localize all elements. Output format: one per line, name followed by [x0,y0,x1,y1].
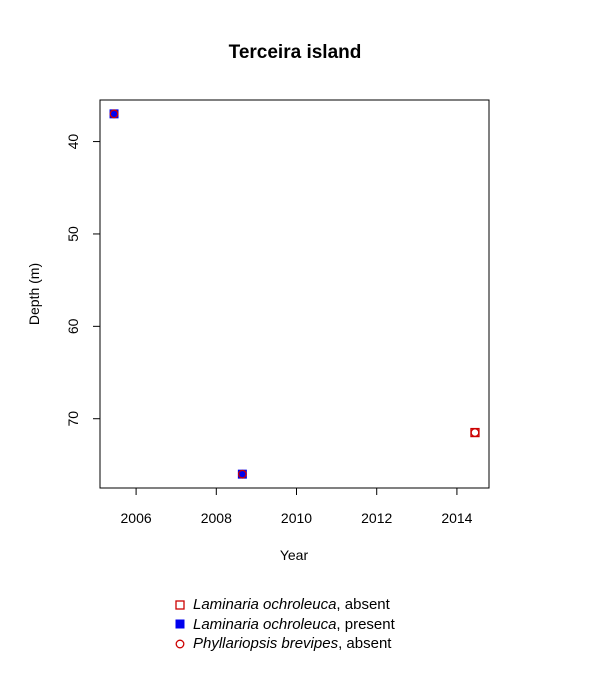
y-tick-label: 40 [65,134,81,150]
filled-square-marker-icon [174,618,186,630]
legend-species: Laminaria ochroleuca [193,615,337,633]
open-square-marker-icon [174,599,186,611]
legend-species: Phyllariopsis brevipes [193,635,339,652]
legend: Laminaria ochroleuca, absent Laminaria o… [174,595,395,654]
legend-species: Laminaria ochroleuca [193,596,337,613]
legend-status: , present [336,615,395,633]
legend-status: , absent [338,635,392,652]
x-tick-label: 2006 [121,510,152,526]
y-tick-label: 50 [65,226,81,242]
data-point-pb_absent [109,109,119,119]
y-tick-label: 70 [65,411,81,427]
plot-frame [99,99,490,489]
legend-entry-lo-present: Laminaria ochroleuca, present [174,615,395,635]
data-point-pb_absent [237,469,247,479]
x-tick-label: 2008 [201,510,232,526]
scatter-chart: Terceira island 2006 2008 2010 2012 2014 40 5… [26,42,490,563]
legend-entry-pb-absent: Phyllariopsis brevipes, absent [174,634,395,654]
data-points [109,109,480,479]
x-tick-label: 2014 [441,510,472,526]
x-tick-label: 2012 [361,510,392,526]
legend-status: , absent [336,596,390,613]
chart-title: Terceira island [229,42,362,63]
y-tick-label: 60 [65,318,81,334]
x-axis: 2006 2008 2010 2012 2014 [121,487,473,526]
x-axis-label: Year [280,547,309,563]
data-point-pb_absent [470,428,480,438]
y-axis-label: Depth (m) [26,263,42,325]
x-tick-label: 2010 [281,510,312,526]
y-axis: 40 50 60 70 [65,134,101,427]
legend-entry-lo-absent: Laminaria ochroleuca, absent [174,595,395,615]
open-circle-marker-icon [174,638,186,650]
